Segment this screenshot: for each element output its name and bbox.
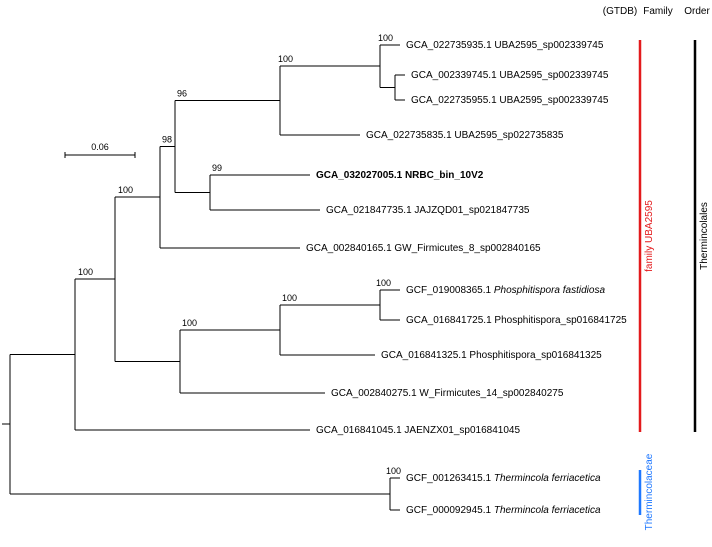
bootstrap-value: 96 — [177, 89, 187, 99]
header-family: Family — [643, 6, 672, 17]
tip-label: GCA_016841725.1 Phosphitispora_sp0168417… — [406, 315, 627, 326]
tip-label: GCA_002840165.1 GW_Firmicutes_8_sp002840… — [306, 243, 541, 254]
group-label: family UBA2595 — [644, 200, 655, 272]
bootstrap-value: 98 — [162, 135, 172, 145]
group-label: Thermincolaceae — [644, 453, 655, 530]
bootstrap-value: 99 — [212, 163, 222, 173]
tip-label: GCA_022735955.1 UBA2595_sp002339745 — [411, 95, 609, 106]
tip-label: GCA_002339745.1 UBA2595_sp002339745 — [411, 70, 609, 81]
bootstrap-value: 100 — [278, 54, 293, 64]
bootstrap-value: 100 — [118, 185, 133, 195]
bootstrap-value: 100 — [376, 278, 391, 288]
tip-label: GCA_016841045.1 JAENZX01_sp016841045 — [316, 425, 520, 436]
tip-label: GCA_022735835.1 UBA2595_sp022735835 — [366, 130, 564, 141]
group-label: Thermincolales — [699, 202, 710, 270]
tip-label: GCA_002840275.1 W_Firmicutes_14_sp002840… — [331, 388, 564, 399]
header-order: Order — [684, 6, 710, 17]
bootstrap-value: 100 — [386, 466, 401, 476]
bootstrap-value: 100 — [378, 33, 393, 43]
bootstrap-value: 100 — [282, 293, 297, 303]
tip-label: GCF_001263415.1 Thermincola ferriacetica — [406, 473, 601, 484]
phylogenetic-tree: 100 100 99 96 98 100 100 100 100 100 100 GCA_022735… — [0, 0, 712, 547]
tip-label: GCA_032027005.1 NRBC_bin_10V2 — [316, 170, 484, 181]
tip-label: GCF_000092945.1 Thermincola ferriacetica — [406, 505, 601, 516]
bootstrap-value: 100 — [182, 318, 197, 328]
tip-label: GCF_019008365.1 Phosphitispora fastidios… — [406, 285, 605, 296]
header-gtdb: (GTDB) — [603, 6, 637, 17]
bootstrap-value: 100 — [78, 267, 93, 277]
tip-label: GCA_021847735.1 JAJZQD01_sp021847735 — [326, 205, 530, 216]
scale-bar-label: 0.06 — [91, 142, 109, 152]
tip-label: GCA_022735935.1 UBA2595_sp002339745 — [406, 40, 604, 51]
tip-label: GCA_016841325.1 Phosphitispora_sp0168413… — [381, 350, 602, 361]
